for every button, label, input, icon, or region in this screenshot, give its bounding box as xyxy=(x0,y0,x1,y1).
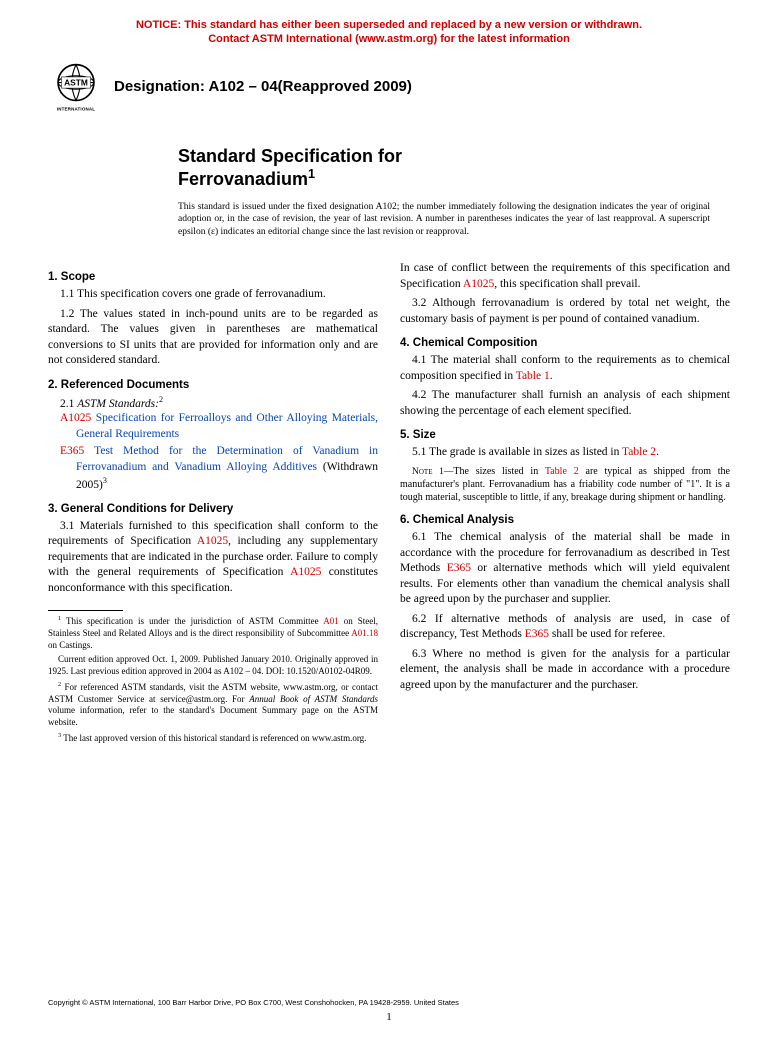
section-5-head: 5. Size xyxy=(400,429,730,441)
left-column: 1. Scope 1.1 This specification covers o… xyxy=(48,261,378,747)
section-1-head: 1. Scope xyxy=(48,271,378,283)
footnote-1: 1 This specification is under the jurisd… xyxy=(48,615,378,651)
issuance-note: This standard is issued under the fixed … xyxy=(178,201,710,239)
link-a1025[interactable]: A1025 xyxy=(463,278,494,290)
section-6-head: 6. Chemical Analysis xyxy=(400,514,730,526)
ref-e365[interactable]: E365 Test Method for the Determination o… xyxy=(48,444,378,492)
link-table2[interactable]: Table 2 xyxy=(545,466,579,477)
notice-line-1: NOTICE: This standard has either been su… xyxy=(48,18,730,32)
designation-text: Designation: A102 – 04(Reapproved 2009) xyxy=(114,78,412,95)
para-6-3: 6.3 Where no method is given for the ana… xyxy=(400,647,730,694)
para-5-1: 5.1 The grade is available in sizes as l… xyxy=(400,445,730,461)
notice-line-2: Contact ASTM International (www.astm.org… xyxy=(48,32,730,46)
para-1-1: 1.1 This specification covers one grade … xyxy=(48,287,378,303)
title-line-2: Ferrovanadium1 xyxy=(178,167,730,191)
section-2-head: 2. Referenced Documents xyxy=(48,379,378,391)
link-table1[interactable]: Table 1 xyxy=(516,370,550,382)
right-column: In case of conflict between the requirem… xyxy=(400,261,730,747)
para-4-1: 4.1 The material shall conform to the re… xyxy=(400,353,730,384)
footnote-1b: Current edition approved Oct. 1, 2009. P… xyxy=(48,654,378,677)
footnote-2: 2 For referenced ASTM standards, visit t… xyxy=(48,681,378,729)
section-3-head: 3. General Conditions for Delivery xyxy=(48,503,378,515)
link-e365[interactable]: E365 xyxy=(525,628,549,640)
svg-text:INTERNATIONAL: INTERNATIONAL xyxy=(57,106,95,111)
footnote-3: 3 The last approved version of this hist… xyxy=(48,732,378,745)
para-3-1-cont: In case of conflict between the requirem… xyxy=(400,261,730,292)
link-table2[interactable]: Table 2 xyxy=(622,446,656,458)
page-number: 1 xyxy=(0,1011,778,1023)
para-3-1: 3.1 Materials furnished to this specific… xyxy=(48,519,378,597)
para-6-2: 6.2 If alternative methods of analysis a… xyxy=(400,612,730,643)
para-2-1: 2.1 ASTM Standards:2 xyxy=(48,395,378,410)
link-a1025[interactable]: A1025 xyxy=(290,566,321,578)
document-page: NOTICE: This standard has either been su… xyxy=(0,0,778,767)
link-a1025[interactable]: A1025 xyxy=(197,535,228,547)
astm-logo: ASTM INTERNATIONAL xyxy=(48,59,104,115)
title-block: Standard Specification for Ferrovanadium… xyxy=(178,145,730,191)
section-4-head: 4. Chemical Composition xyxy=(400,337,730,349)
para-1-2: 1.2 The values stated in inch-pound unit… xyxy=(48,307,378,369)
ref-a1025[interactable]: A1025 Specification for Ferroalloys and … xyxy=(48,411,378,442)
two-column-body: 1. Scope 1.1 This specification covers o… xyxy=(48,261,730,747)
footnote-rule xyxy=(48,610,123,611)
svg-text:ASTM: ASTM xyxy=(64,77,88,87)
notice-banner: NOTICE: This standard has either been su… xyxy=(48,18,730,47)
copyright-line: Copyright © ASTM International, 100 Barr… xyxy=(48,998,459,1007)
link-e365[interactable]: E365 xyxy=(447,562,471,574)
title-line-1: Standard Specification for xyxy=(178,145,730,168)
header-row: ASTM INTERNATIONAL Designation: A102 – 0… xyxy=(48,59,730,115)
para-3-2: 3.2 Although ferrovanadium is ordered by… xyxy=(400,296,730,327)
link-a01[interactable]: A01 xyxy=(323,616,339,626)
link-a0118[interactable]: A01.18 xyxy=(351,628,378,638)
para-4-2: 4.2 The manufacturer shall furnish an an… xyxy=(400,388,730,419)
para-6-1: 6.1 The chemical analysis of the materia… xyxy=(400,530,730,608)
note-1: Note 1—The sizes listed in Table 2 are t… xyxy=(400,465,730,504)
